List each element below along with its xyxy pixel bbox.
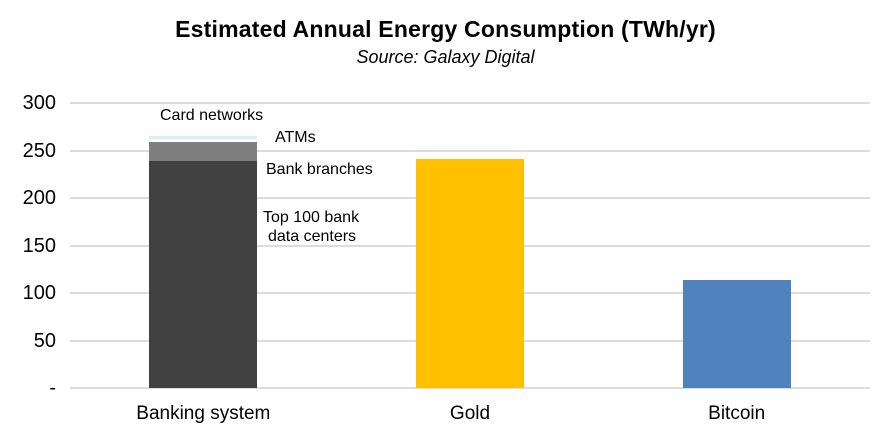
y-axis-tick-label-300: 300 [22,92,56,114]
bar-banking-system [149,136,258,388]
y-axis-tick-label-0: - [49,377,56,399]
gridline-0 [70,387,870,389]
x-axis-label-gold: Gold [449,403,491,424]
annotation-card-networks: Card networks [160,107,264,124]
annotation-bank-branches: Bank branches [266,161,373,178]
bar-segment-atms [149,139,258,142]
bar-segment-card-networks [149,136,258,140]
chart-subtitle: Source: Galaxy Digital [356,47,535,67]
gridline-250 [70,149,870,152]
plot-area: Card networks ATMs Bank branches Top 100 ba… [70,102,870,389]
y-axis-tick-label-150: 150 [22,234,56,257]
y-axis-tick-label-100: 100 [22,282,56,304]
bar-bitcoin [682,279,791,388]
bar-segment-top-100-bank-data-centers [149,160,258,388]
y-axis-tick-label-50: 50 [33,329,56,352]
gridline-300 [70,102,870,104]
annotation-data-centers: data centers [268,228,357,245]
bar-segment-bitcoin [682,279,791,388]
x-axis-label-banking-system: Banking system [136,403,271,424]
bar-gold [416,159,524,388]
y-axis-tick-label-200: 200 [22,187,56,209]
bar-segment-gold [416,159,524,388]
annotation-atms: ATMs [275,129,316,146]
annotation-top-100-bank: Top 100 bank [263,209,360,226]
chart-title: Estimated Annual Energy Consumption (TWh… [175,16,716,42]
y-axis-tick-label-250: 250 [22,139,56,162]
bar-segment-bank-branches [149,141,258,161]
x-axis-label-bitcoin: Bitcoin [708,403,766,424]
